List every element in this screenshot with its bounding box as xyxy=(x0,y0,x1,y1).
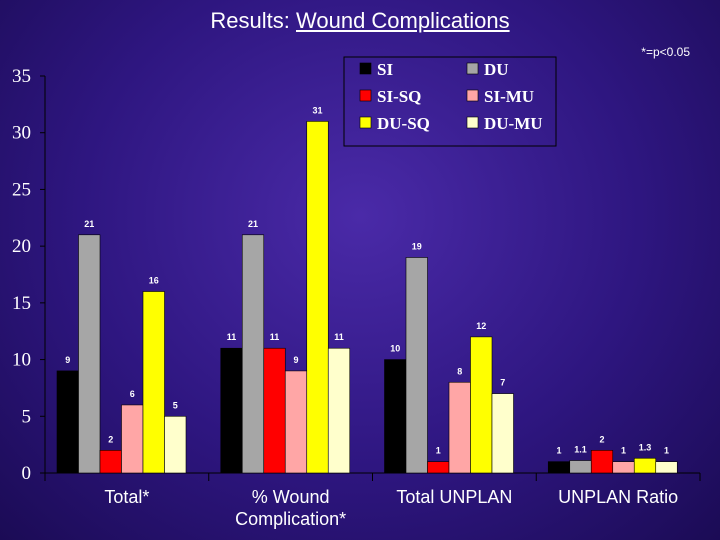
data-label: 1 xyxy=(621,446,626,456)
data-label: 1.3 xyxy=(639,442,652,452)
data-label: 9 xyxy=(65,355,70,365)
bar[interactable] xyxy=(470,336,493,474)
data-label: 6 xyxy=(130,389,135,399)
data-label: 21 xyxy=(84,219,94,229)
data-label: 1.1 xyxy=(574,445,587,455)
title-underlined: Wound Complications xyxy=(296,8,510,33)
legend-label: SI-SQ xyxy=(377,87,421,106)
slide-title: Results: Wound Complications xyxy=(0,8,720,34)
data-label: 11 xyxy=(270,332,280,342)
legend-label: DU-SQ xyxy=(377,114,430,133)
data-label: 2 xyxy=(108,434,113,444)
y-tick-label: 0 xyxy=(22,463,32,484)
bar[interactable] xyxy=(384,359,407,474)
bar[interactable] xyxy=(590,450,614,474)
bar[interactable] xyxy=(263,347,286,474)
legend-swatch xyxy=(466,89,479,102)
bar[interactable] xyxy=(491,393,514,474)
legend-swatch xyxy=(466,62,479,75)
data-label: 10 xyxy=(390,344,400,354)
bar[interactable] xyxy=(569,460,592,474)
bar[interactable] xyxy=(306,121,329,474)
data-label: 1 xyxy=(436,446,441,456)
legend-label: DU xyxy=(484,60,509,79)
y-tick-label: 15 xyxy=(12,293,31,314)
title-prefix: Results: xyxy=(210,8,296,33)
category-label: Total* xyxy=(104,487,149,507)
bar[interactable] xyxy=(220,347,243,474)
bar[interactable] xyxy=(121,404,144,474)
data-label: 2 xyxy=(599,434,604,444)
bar[interactable] xyxy=(655,461,678,474)
bar[interactable] xyxy=(142,291,165,474)
y-tick-label: 10 xyxy=(12,350,31,371)
bar[interactable] xyxy=(56,370,79,474)
bar[interactable] xyxy=(99,450,122,474)
data-label: 11 xyxy=(334,332,344,342)
y-tick-label: 30 xyxy=(12,123,31,144)
data-label: 9 xyxy=(293,355,298,365)
data-label: 1 xyxy=(664,446,669,456)
data-label: 1 xyxy=(556,446,561,456)
y-tick-label: 5 xyxy=(22,406,32,427)
data-label: 19 xyxy=(412,241,422,251)
category-label: UNPLAN Ratio xyxy=(558,487,678,507)
legend-label: DU-MU xyxy=(484,114,543,133)
category-label: % Wound xyxy=(252,487,330,507)
data-label: 16 xyxy=(149,276,159,286)
y-tick-label: 35 xyxy=(12,66,31,87)
data-label: 11 xyxy=(227,332,237,342)
bar[interactable] xyxy=(405,257,428,474)
bar[interactable] xyxy=(78,234,101,474)
y-tick-label: 25 xyxy=(12,179,31,200)
data-label: 7 xyxy=(500,378,505,388)
data-label: 8 xyxy=(457,366,462,376)
data-label: 5 xyxy=(173,400,178,410)
significance-note: *=p<0.05 xyxy=(641,45,690,59)
bar[interactable] xyxy=(612,461,635,474)
y-tick-label: 20 xyxy=(12,236,31,257)
bar[interactable] xyxy=(448,381,471,474)
bar[interactable] xyxy=(241,234,265,474)
data-label: 12 xyxy=(476,321,486,331)
category-label: Complication* xyxy=(235,509,346,529)
bar[interactable] xyxy=(164,415,187,474)
bar[interactable] xyxy=(427,461,450,474)
legend-label: SI-MU xyxy=(484,87,534,106)
bar[interactable] xyxy=(633,457,657,474)
legend-swatch xyxy=(359,89,372,102)
legend-label: SI xyxy=(377,60,393,79)
legend-swatch xyxy=(359,116,372,129)
legend: SI DU SI-SQ SI-MU DU-SQ DU-MU xyxy=(343,56,557,147)
category-label: Total UNPLAN xyxy=(396,487,512,507)
legend-swatch xyxy=(466,116,479,129)
bar[interactable] xyxy=(547,461,571,474)
data-label: 21 xyxy=(248,219,258,229)
legend-swatch xyxy=(359,62,372,75)
bar[interactable] xyxy=(284,370,308,474)
bar[interactable] xyxy=(327,347,351,474)
legend-box xyxy=(343,56,557,147)
data-label: 31 xyxy=(312,105,322,115)
